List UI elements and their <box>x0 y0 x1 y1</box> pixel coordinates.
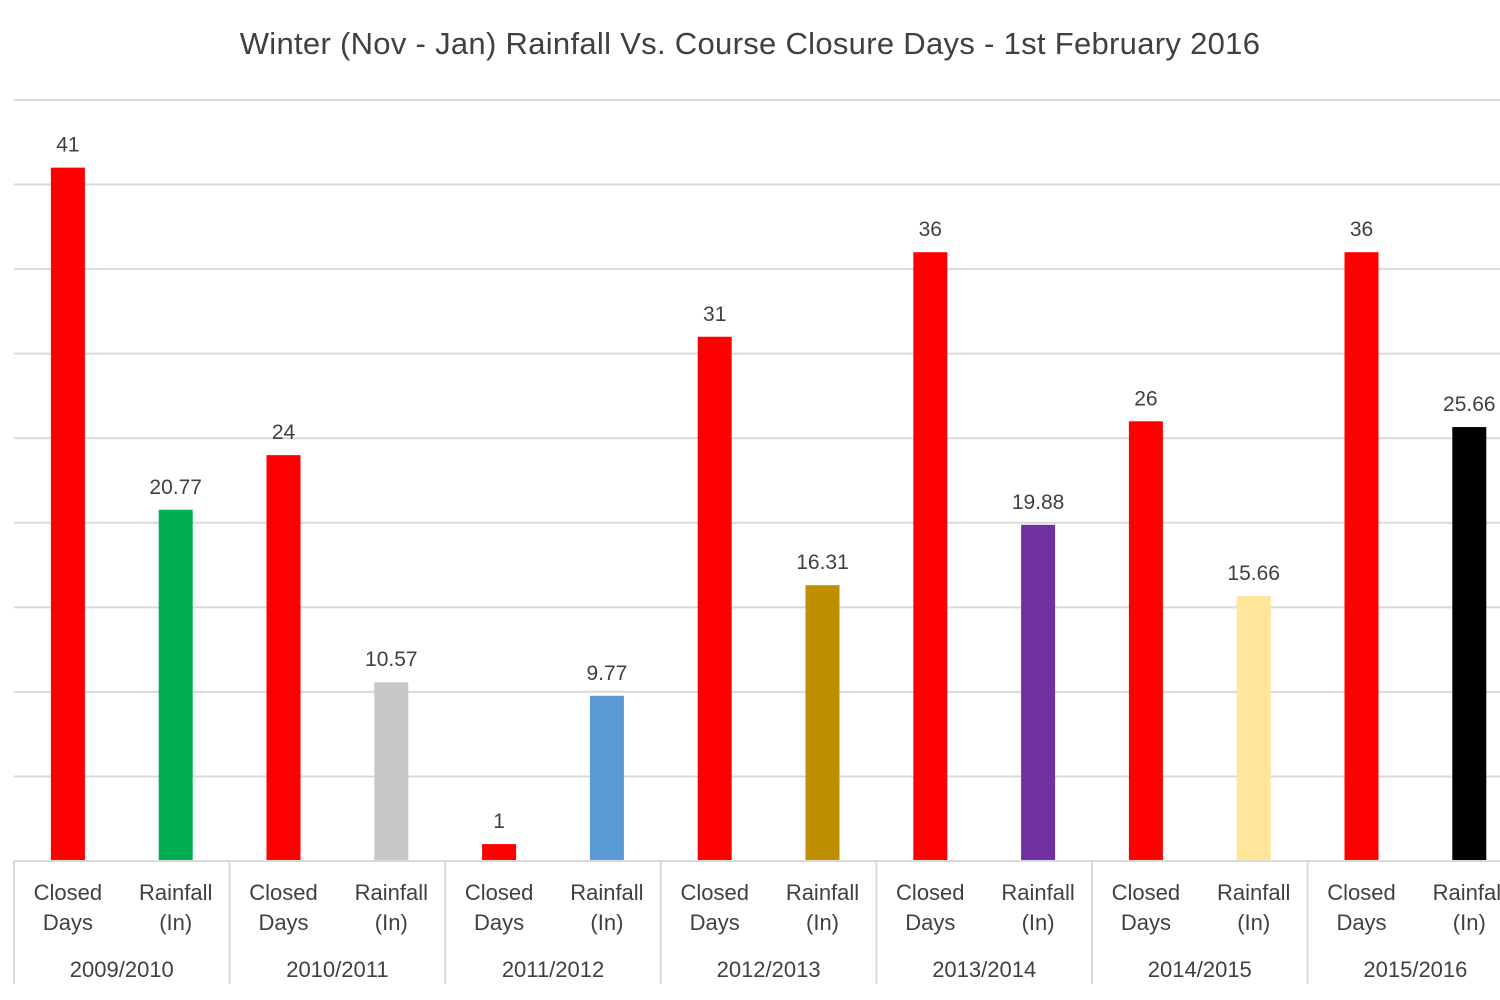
bar <box>1452 427 1487 861</box>
sub-category-label: Rainfall <box>1433 880 1500 905</box>
sub-category-label: (In) <box>1453 910 1486 935</box>
sub-category-label: (In) <box>375 910 408 935</box>
chart-title: Winter (Nov - Jan) Rainfall Vs. Course C… <box>239 26 1261 61</box>
sub-category-label: Closed <box>1112 880 1180 905</box>
data-label: 31 <box>703 303 726 326</box>
bar <box>1344 252 1379 861</box>
group-label: 2015/2016 <box>1363 957 1467 982</box>
bar <box>697 336 732 861</box>
gridlines <box>14 99 1500 778</box>
data-label: 9.77 <box>586 662 627 685</box>
sub-category-label: Rainfall <box>786 880 859 905</box>
sub-category-label: (In) <box>1237 910 1270 935</box>
sub-category-label: Closed <box>465 880 533 905</box>
bar <box>1021 524 1056 861</box>
sub-category-label: (In) <box>590 910 623 935</box>
data-label: 36 <box>919 218 942 241</box>
bar <box>1236 596 1271 861</box>
sub-category-label: Closed <box>34 880 102 905</box>
group-label: 2012/2013 <box>717 957 821 982</box>
group-label: 2014/2015 <box>1148 957 1252 982</box>
data-labels: 41 20.77 24 10.57 1 9.77 31 16.31 36 19.88 26 15.66… <box>56 134 1495 833</box>
group-label: 2013/2014 <box>932 957 1036 982</box>
sub-category-label: Rainfall <box>1217 880 1290 905</box>
data-label: 1 <box>493 810 505 833</box>
group-label: 2010/2011 <box>286 957 388 982</box>
data-label: 10.57 <box>365 648 418 671</box>
sub-category-label: Days <box>690 910 740 935</box>
bar <box>158 509 193 861</box>
data-label: 25.66 <box>1443 393 1496 416</box>
sub-category-label: Days <box>905 910 955 935</box>
sub-category-label: Closed <box>896 880 964 905</box>
sub-category-label: Days <box>1121 910 1171 935</box>
sub-category-label: (In) <box>806 910 839 935</box>
sub-category-label: Days <box>43 910 93 935</box>
group-label: 2011/2012 <box>502 957 604 982</box>
bar <box>266 455 301 861</box>
sub-category-label: Days <box>258 910 308 935</box>
sub-category-label: Closed <box>249 880 317 905</box>
bar <box>482 844 517 861</box>
bars <box>50 167 1487 862</box>
bar <box>50 167 85 862</box>
data-label: 19.88 <box>1012 491 1065 514</box>
bar <box>374 682 409 861</box>
data-label: 16.31 <box>796 551 849 574</box>
bar <box>1128 421 1163 861</box>
sub-category-label: Closed <box>1327 880 1395 905</box>
sub-category-label: Rainfall <box>139 880 212 905</box>
data-label: 20.77 <box>149 476 202 499</box>
sub-category-label: Rainfall <box>1001 880 1074 905</box>
sub-category-label: Rainfall <box>355 880 428 905</box>
data-label: 36 <box>1350 218 1373 241</box>
data-label: 26 <box>1134 387 1157 410</box>
data-label: 41 <box>56 134 79 157</box>
sub-category-label: (In) <box>1022 910 1055 935</box>
sub-category-label: Days <box>1336 910 1386 935</box>
sub-category-label: (In) <box>159 910 192 935</box>
category-axis: Closed Days Rainfall (In) Closed Days Rainfall… <box>13 860 1500 984</box>
sub-category-label: Closed <box>680 880 748 905</box>
group-label: 2009/2010 <box>70 957 174 982</box>
sub-category-label: Rainfall <box>570 880 643 905</box>
bar <box>589 695 624 861</box>
sub-category-label: Days <box>474 910 524 935</box>
data-label: 15.66 <box>1227 562 1280 585</box>
bar <box>805 585 840 861</box>
data-label: 24 <box>272 421 296 444</box>
bar <box>913 252 948 861</box>
